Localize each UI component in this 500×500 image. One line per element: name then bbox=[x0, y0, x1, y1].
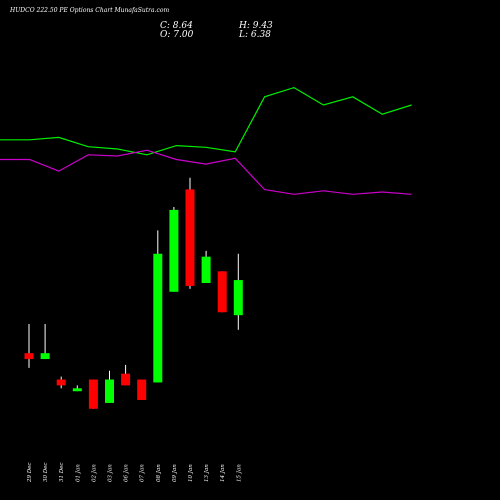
x-tick-label: 07 Jan bbox=[140, 464, 146, 482]
candle-01-jan bbox=[72, 385, 82, 392]
x-axis-labels: 29 Dec 30 Dec 31 Dec 01 Jan 02 Jan 03 Jan 06 J… bbox=[27, 463, 242, 484]
candle-body-down bbox=[137, 379, 147, 400]
candle-body-up bbox=[105, 379, 114, 403]
candle-body-up bbox=[233, 280, 243, 316]
candle-03-jan bbox=[105, 370, 114, 403]
candle-body-down bbox=[217, 271, 227, 313]
high-value: H: 9.43 bbox=[239, 21, 273, 31]
candle-08-jan bbox=[153, 230, 163, 383]
candle-body-up bbox=[201, 256, 211, 283]
purple-indicator-line bbox=[0, 149, 412, 195]
x-tick-label: 06 Jan bbox=[124, 464, 130, 482]
x-tick-label: 09 Jan bbox=[172, 464, 178, 482]
candle-body-down bbox=[121, 373, 131, 386]
x-tick-label: 08 Jan bbox=[156, 464, 162, 482]
candle-body-down bbox=[185, 189, 195, 286]
x-tick-label: 30 Dec bbox=[43, 463, 49, 483]
candle-13-jan bbox=[201, 250, 211, 283]
candle-body-down bbox=[56, 379, 66, 386]
x-tick-label: 03 Jan bbox=[108, 464, 114, 482]
candle-30-dec bbox=[40, 323, 50, 360]
x-tick-label: 15 Jan bbox=[236, 464, 242, 482]
candle-02-jan bbox=[88, 379, 98, 409]
candlesticks bbox=[24, 177, 243, 409]
candle-body-up bbox=[169, 209, 179, 292]
x-tick-label: 10 Jan bbox=[188, 464, 194, 482]
candle-15-jan bbox=[233, 253, 243, 330]
candle-body-down bbox=[88, 379, 98, 409]
x-tick-label: 29 Dec bbox=[27, 463, 33, 484]
green-indicator-line bbox=[0, 86, 412, 156]
open-value: O: 7.00 bbox=[160, 30, 194, 40]
x-tick-label: 13 Jan bbox=[204, 464, 210, 482]
candle-31-dec bbox=[56, 376, 66, 389]
chart-title: HUDCO 222.50 PE Options Chart MunafaSutr… bbox=[10, 7, 170, 14]
candle-body-down bbox=[24, 353, 34, 360]
x-tick-label: 01 Jan bbox=[75, 464, 81, 482]
candle-10-jan bbox=[185, 177, 195, 289]
candle-body-up bbox=[153, 253, 163, 383]
candle-06-jan bbox=[121, 364, 131, 386]
candle-14-jan bbox=[217, 271, 227, 313]
x-tick-label: 02 Jan bbox=[91, 464, 97, 482]
candle-09-jan bbox=[169, 206, 179, 292]
candle-body-up bbox=[72, 388, 82, 392]
low-value: L: 6.38 bbox=[239, 30, 271, 40]
x-tick-label: 14 Jan bbox=[220, 464, 226, 482]
close-value: C: 8.64 bbox=[160, 21, 193, 31]
candle-body-up bbox=[40, 353, 50, 360]
x-tick-label: 31 Dec bbox=[59, 463, 65, 483]
candle-07-jan bbox=[137, 379, 147, 400]
indicator-lines bbox=[0, 86, 412, 195]
candle-29-dec bbox=[24, 323, 34, 368]
